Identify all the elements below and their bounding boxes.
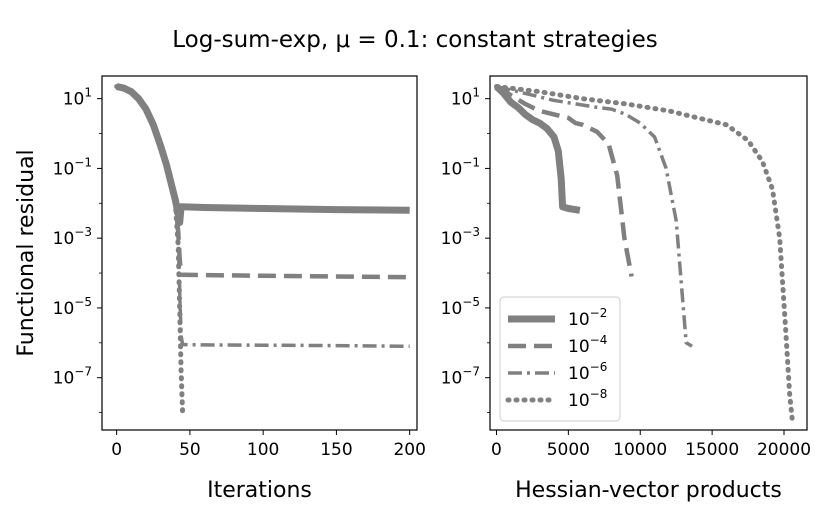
series-line-dashdot (496, 84, 693, 348)
right-plot-hessian-vector-products: 0 5000 10000 15000 20000 101 10−1 10−3 10−5 10−7 H… (441, 75, 811, 503)
x-axis-label: Hessian-vector products (515, 478, 782, 503)
x-tick-label: 0 (491, 440, 502, 460)
x-tick-label: 10000 (613, 440, 667, 460)
y-tick-label: 10−3 (441, 225, 480, 249)
y-tick-label: 10−5 (53, 295, 92, 319)
y-tick-label: 10−7 (441, 365, 480, 389)
x-tick-label: 100 (247, 440, 279, 460)
legend: 10−2 10−4 10−6 10−8 (499, 296, 621, 422)
series-line-dotted (114, 84, 186, 416)
axes-frame (489, 75, 808, 431)
y-axis-label: Functional residual (14, 149, 39, 356)
series-line-solid (494, 83, 581, 214)
legend-box (499, 296, 621, 422)
axes-frame (101, 75, 418, 431)
x-tick-label: 150 (320, 440, 352, 460)
legend-entry-label: 10−2 (568, 306, 607, 330)
left-plot-iterations: 0 50 100 150 200 101 10−1 10−3 10−5 10−7 Iteration… (14, 75, 426, 503)
series-lines (494, 83, 796, 426)
figure-title: Log-sum-exp, μ = 0.1: constant strategie… (172, 27, 658, 53)
series-lines (114, 83, 410, 416)
x-tick-label: 5000 (547, 440, 590, 460)
y-tick-label: 101 (451, 86, 480, 110)
y-tick-label: 101 (63, 86, 92, 110)
legend-entry-label: 10−4 (568, 333, 607, 357)
series-line-dashed (495, 84, 634, 277)
x-tick-label: 15000 (685, 440, 739, 460)
legend-entry-label: 10−6 (568, 360, 607, 384)
y-tick-label: 10−5 (441, 295, 480, 319)
y-tick-label: 10−1 (441, 155, 480, 179)
series-line-dotted (494, 84, 796, 426)
series-line-dashdot (116, 84, 410, 349)
x-tick-label: 20000 (757, 440, 811, 460)
x-tick-label: 0 (111, 440, 122, 460)
x-tick-label: 50 (179, 440, 201, 460)
y-tick-label: 10−1 (53, 155, 92, 179)
y-tick-label: 10−3 (53, 225, 92, 249)
series-line-solid (115, 83, 410, 226)
y-tick-label: 10−7 (53, 365, 92, 389)
x-tick-label: 200 (393, 440, 425, 460)
legend-entry-label: 10−8 (568, 387, 607, 411)
x-axis-label: Iterations (207, 478, 312, 503)
series-line-dashed (116, 84, 410, 280)
